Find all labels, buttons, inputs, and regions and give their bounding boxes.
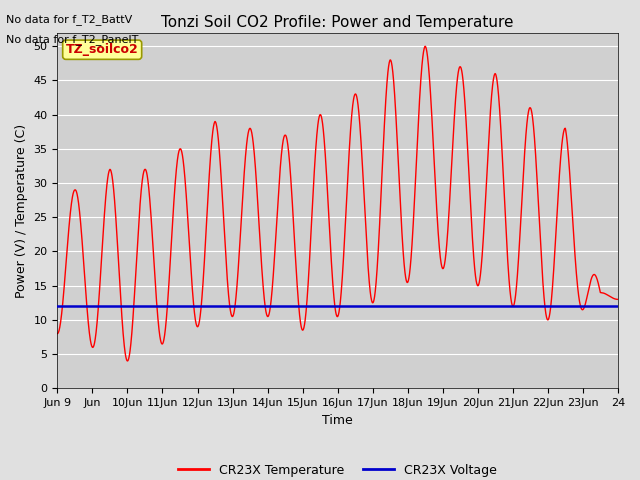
Text: TZ_soilco2: TZ_soilco2 [66,43,138,56]
Legend: CR23X Temperature, CR23X Voltage: CR23X Temperature, CR23X Voltage [173,459,502,480]
Y-axis label: Power (V) / Temperature (C): Power (V) / Temperature (C) [15,123,28,298]
X-axis label: Time: Time [323,414,353,427]
Text: No data for f_T2_BattV: No data for f_T2_BattV [6,14,132,25]
Title: Tonzi Soil CO2 Profile: Power and Temperature: Tonzi Soil CO2 Profile: Power and Temper… [161,15,514,30]
Text: No data for f_T2_PanelT: No data for f_T2_PanelT [6,34,139,45]
